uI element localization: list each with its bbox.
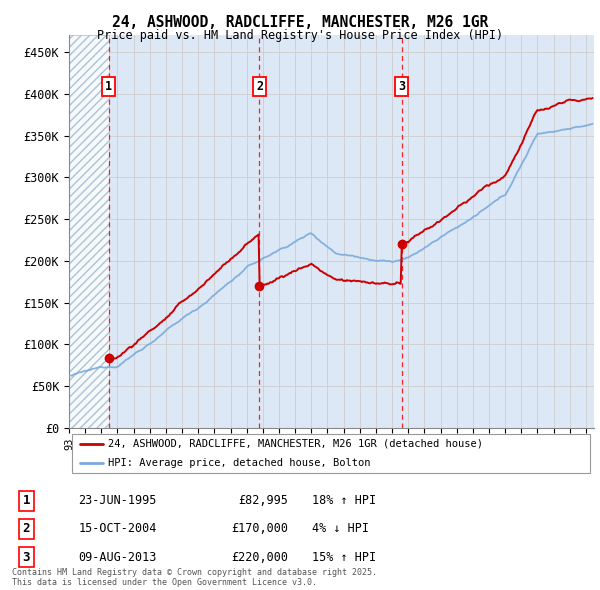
Text: Contains HM Land Registry data © Crown copyright and database right 2025.
This d: Contains HM Land Registry data © Crown c… — [12, 568, 377, 587]
Text: 3: 3 — [23, 550, 30, 564]
Text: 3: 3 — [398, 80, 406, 93]
Text: 24, ASHWOOD, RADCLIFFE, MANCHESTER, M26 1GR: 24, ASHWOOD, RADCLIFFE, MANCHESTER, M26 … — [112, 15, 488, 30]
Text: 1: 1 — [106, 80, 112, 93]
FancyBboxPatch shape — [71, 434, 590, 473]
Text: 09-AUG-2013: 09-AUG-2013 — [78, 550, 157, 564]
Text: Price paid vs. HM Land Registry's House Price Index (HPI): Price paid vs. HM Land Registry's House … — [97, 30, 503, 42]
Text: 2: 2 — [256, 80, 263, 93]
Text: 1: 1 — [23, 494, 30, 507]
Text: £82,995: £82,995 — [239, 494, 289, 507]
Text: 4% ↓ HPI: 4% ↓ HPI — [311, 522, 368, 536]
Text: 15% ↑ HPI: 15% ↑ HPI — [311, 550, 376, 564]
Text: HPI: Average price, detached house, Bolton: HPI: Average price, detached house, Bolt… — [109, 458, 371, 468]
Text: £170,000: £170,000 — [232, 522, 289, 536]
Text: 2: 2 — [23, 522, 30, 536]
Text: 24, ASHWOOD, RADCLIFFE, MANCHESTER, M26 1GR (detached house): 24, ASHWOOD, RADCLIFFE, MANCHESTER, M26 … — [109, 439, 484, 449]
Text: £220,000: £220,000 — [232, 550, 289, 564]
Text: 23-JUN-1995: 23-JUN-1995 — [78, 494, 157, 507]
Text: 15-OCT-2004: 15-OCT-2004 — [78, 522, 157, 536]
Text: 18% ↑ HPI: 18% ↑ HPI — [311, 494, 376, 507]
